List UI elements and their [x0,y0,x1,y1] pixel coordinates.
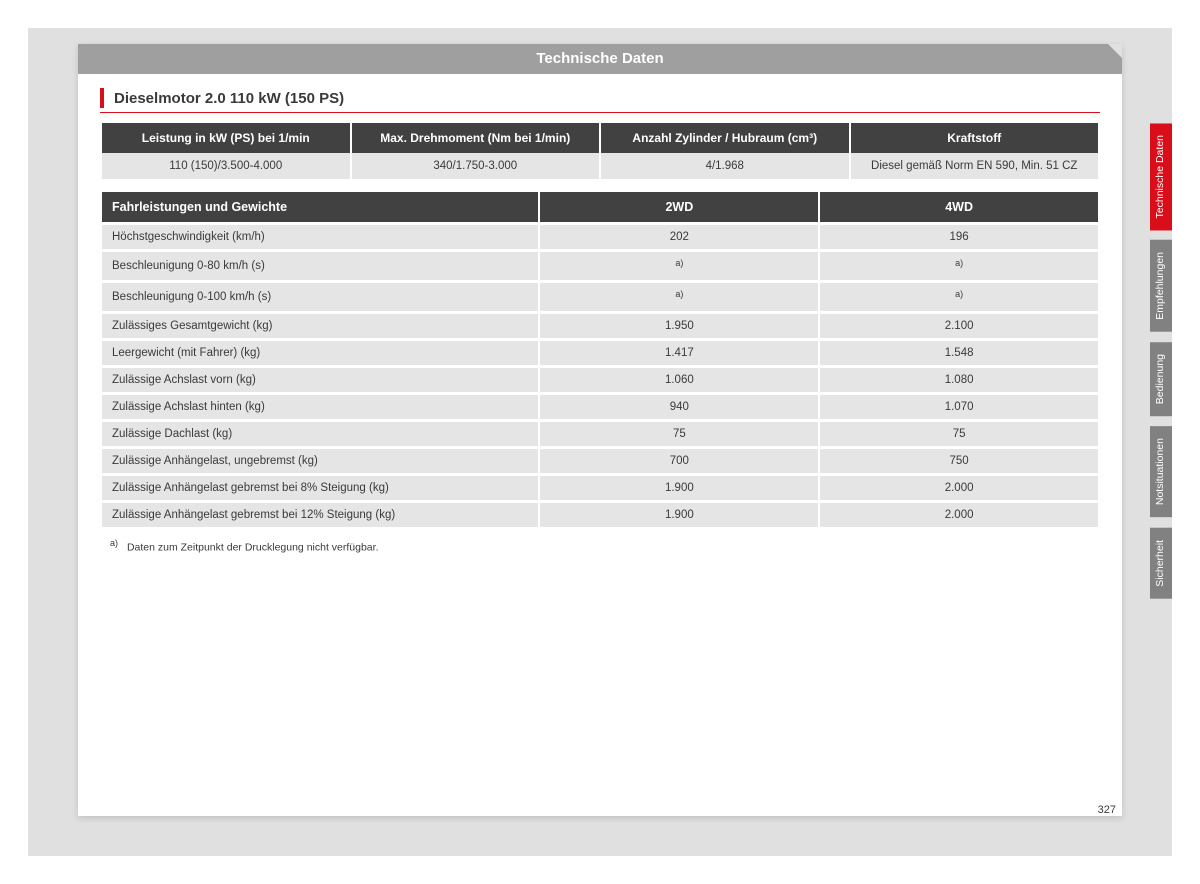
perf-cell-4wd: 196 [820,225,1098,249]
perf-cell-2wd: 1.950 [540,314,818,338]
section-title: Dieselmotor 2.0 110 kW (150 PS) [114,90,344,107]
spec-cell: 4/1.968 [601,153,849,179]
perf-table-row: Zulässige Anhängelast gebremst bei 8% St… [102,476,1098,500]
perf-cell-4wd: 1.080 [820,368,1098,392]
performance-table: Fahrleistungen und Gewichte 2WD 4WD Höch… [100,189,1100,530]
perf-cell-2wd: 1.417 [540,341,818,365]
side-tab[interactable]: Bedienung [1150,342,1172,416]
section-divider [100,112,1100,113]
perf-row-label: Zulässige Dachlast (kg) [102,422,538,446]
perf-cell-2wd: 75 [540,422,818,446]
perf-table-row: Zulässige Anhängelast gebremst bei 12% S… [102,503,1098,527]
perf-cell-2wd: 1.060 [540,368,818,392]
footnote-text: Daten zum Zeitpunkt der Drucklegung nich… [127,541,379,553]
perf-header-4wd: 4WD [820,192,1098,222]
spec-cell: Diesel gemäß Norm EN 590, Min. 51 CZ [851,153,1099,179]
perf-table-row: Zulässige Achslast hinten (kg)9401.070 [102,395,1098,419]
perf-cell-4wd: 2.000 [820,503,1098,527]
perf-cell-4wd: 1.070 [820,395,1098,419]
perf-cell-4wd: 1.548 [820,341,1098,365]
perf-cell-4wd: 75 [820,422,1098,446]
perf-cell-2wd: a) [540,252,818,280]
perf-row-label: Leergewicht (mit Fahrer) (kg) [102,341,538,365]
corner-cut-decoration [1108,44,1122,58]
perf-table-header-row: Fahrleistungen und Gewichte 2WD 4WD [102,192,1098,222]
spec-header-cell: Kraftstoff [851,123,1099,153]
perf-row-label: Zulässige Anhängelast, ungebremst (kg) [102,449,538,473]
side-tab[interactable]: Sicherheit [1150,528,1172,599]
perf-cell-4wd: a) [820,283,1098,311]
perf-header-2wd: 2WD [540,192,818,222]
section-accent-bar [100,88,104,108]
perf-table-row: Zulässige Dachlast (kg)7575 [102,422,1098,446]
side-tab-strip: Technische Daten Empfehlungen Bedienung Not… [1150,123,1172,608]
perf-row-label: Zulässige Anhängelast gebremst bei 12% S… [102,503,538,527]
side-tab[interactable]: Notsituationen [1150,426,1172,517]
perf-row-label: Höchstgeschwindigkeit (km/h) [102,225,538,249]
perf-cell-2wd: 202 [540,225,818,249]
perf-cell-4wd: 2.100 [820,314,1098,338]
perf-cell-2wd: 1.900 [540,503,818,527]
perf-row-label: Zulässige Achslast hinten (kg) [102,395,538,419]
perf-cell-2wd: a) [540,283,818,311]
perf-header-label: Fahrleistungen und Gewichte [102,192,538,222]
perf-table-row: Zulässige Anhängelast, ungebremst (kg)70… [102,449,1098,473]
section-title-wrap: Dieselmotor 2.0 110 kW (150 PS) [100,88,1100,108]
spec-header-cell: Anzahl Zylinder / Hubraum (cm³) [601,123,849,153]
side-tab[interactable]: Technische Daten [1150,123,1172,230]
spec-table-data-row: 110 (150)/3.500-4.000 340/1.750-3.000 4/… [102,153,1098,179]
spec-cell: 110 (150)/3.500-4.000 [102,153,350,179]
perf-cell-4wd: 2.000 [820,476,1098,500]
page-number: 327 [1098,804,1116,816]
spec-cell: 340/1.750-3.000 [352,153,600,179]
perf-table-row: Zulässiges Gesamtgewicht (kg)1.9502.100 [102,314,1098,338]
content-area: Dieselmotor 2.0 110 kW (150 PS) Leistung… [78,74,1122,567]
perf-table-row: Leergewicht (mit Fahrer) (kg)1.4171.548 [102,341,1098,365]
perf-row-label: Zulässiges Gesamtgewicht (kg) [102,314,538,338]
perf-cell-4wd: 750 [820,449,1098,473]
perf-row-label: Zulässige Anhängelast gebremst bei 8% St… [102,476,538,500]
footnote: a) Daten zum Zeitpunkt der Drucklegung n… [100,538,1100,554]
perf-row-label: Zulässige Achslast vorn (kg) [102,368,538,392]
side-tab[interactable]: Empfehlungen [1150,240,1172,332]
perf-row-label: Beschleunigung 0-80 km/h (s) [102,252,538,280]
spec-header-cell: Max. Drehmoment (Nm bei 1/min) [352,123,600,153]
spec-table: Leistung in kW (PS) bei 1/min Max. Drehm… [100,123,1100,179]
perf-table-row: Höchstgeschwindigkeit (km/h)202196 [102,225,1098,249]
page-title-band: Technische Daten [78,44,1122,74]
page-inner: Technische Daten Dieselmotor 2.0 110 kW … [78,44,1122,816]
perf-table-row: Beschleunigung 0-100 km/h (s)a)a) [102,283,1098,311]
page-title: Technische Daten [536,50,663,67]
perf-cell-2wd: 700 [540,449,818,473]
page-outer-frame: Technische Daten Dieselmotor 2.0 110 kW … [28,28,1172,856]
footnote-marker: a) [110,538,118,548]
perf-table-row: Zulässige Achslast vorn (kg)1.0601.080 [102,368,1098,392]
spec-header-cell: Leistung in kW (PS) bei 1/min [102,123,350,153]
perf-cell-4wd: a) [820,252,1098,280]
perf-row-label: Beschleunigung 0-100 km/h (s) [102,283,538,311]
perf-cell-2wd: 1.900 [540,476,818,500]
spec-table-header-row: Leistung in kW (PS) bei 1/min Max. Drehm… [102,123,1098,153]
perf-table-row: Beschleunigung 0-80 km/h (s)a)a) [102,252,1098,280]
perf-cell-2wd: 940 [540,395,818,419]
